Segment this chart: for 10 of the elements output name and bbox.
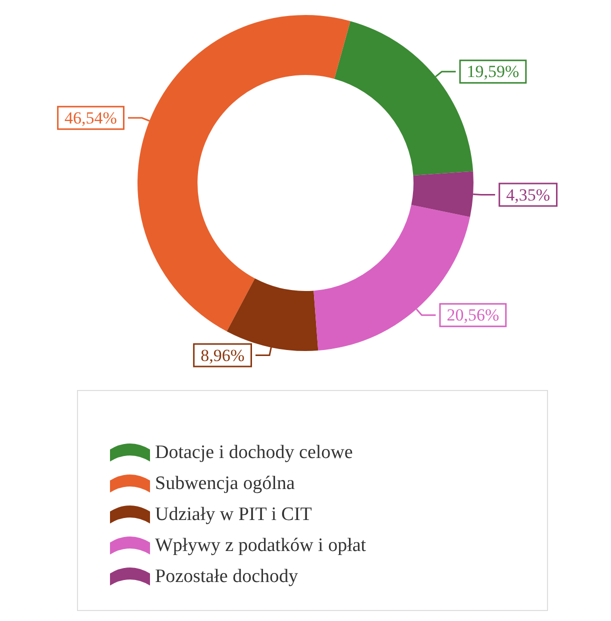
data-label: 20,56% [446,306,500,325]
legend-label: Wpływy z podatków i opłat [155,535,367,556]
data-label: 8,96% [200,346,244,365]
legend-label: Pozostałe dochody [155,566,298,587]
legend-label: Dotacje i dochody celowe [155,442,353,463]
data-label: 46,54% [64,108,117,128]
data-label: 19,59% [466,62,520,82]
data-label: 4,35% [506,185,550,204]
legend-label: Udziały w PIT i CIT [155,504,312,525]
legend-label: Subwencja ogólna [155,473,296,494]
